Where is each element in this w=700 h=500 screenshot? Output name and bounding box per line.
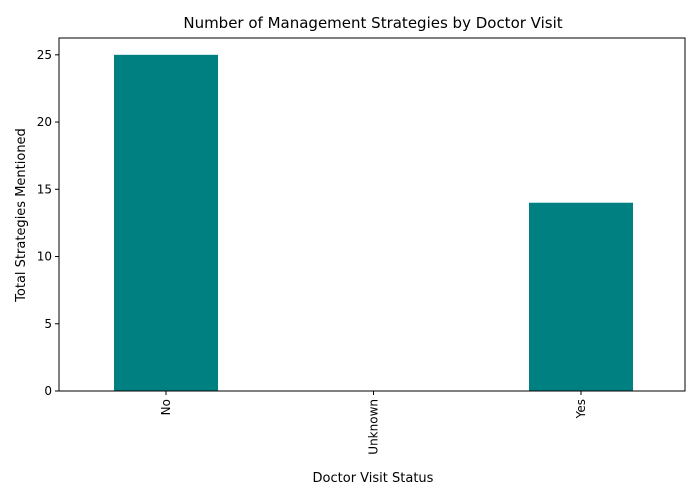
y-tick-label: 25 — [37, 48, 52, 62]
bar-yes — [529, 202, 633, 391]
x-tick-label: No — [159, 399, 173, 415]
bar-no — [114, 54, 218, 392]
plot-frame — [58, 37, 686, 392]
y-tick-label: 15 — [37, 182, 52, 196]
y-tick-label: 10 — [37, 250, 52, 264]
x-axis-ticks: No Unknown Yes — [159, 391, 588, 455]
bars-group — [114, 54, 633, 392]
y-tick-label: 20 — [37, 115, 52, 129]
x-tick-label: Unknown — [367, 399, 381, 455]
y-axis-ticks: 0 5 10 15 20 25 — [37, 48, 59, 398]
chart-title: Number of Management Strategies by Docto… — [183, 14, 562, 32]
x-axis-label: Doctor Visit Status — [313, 471, 434, 486]
x-tick-label: Yes — [574, 399, 588, 419]
y-tick-label: 0 — [44, 384, 52, 398]
y-tick-label: 5 — [44, 317, 52, 331]
y-axis-label: Total Strategies Mentioned — [14, 128, 29, 303]
